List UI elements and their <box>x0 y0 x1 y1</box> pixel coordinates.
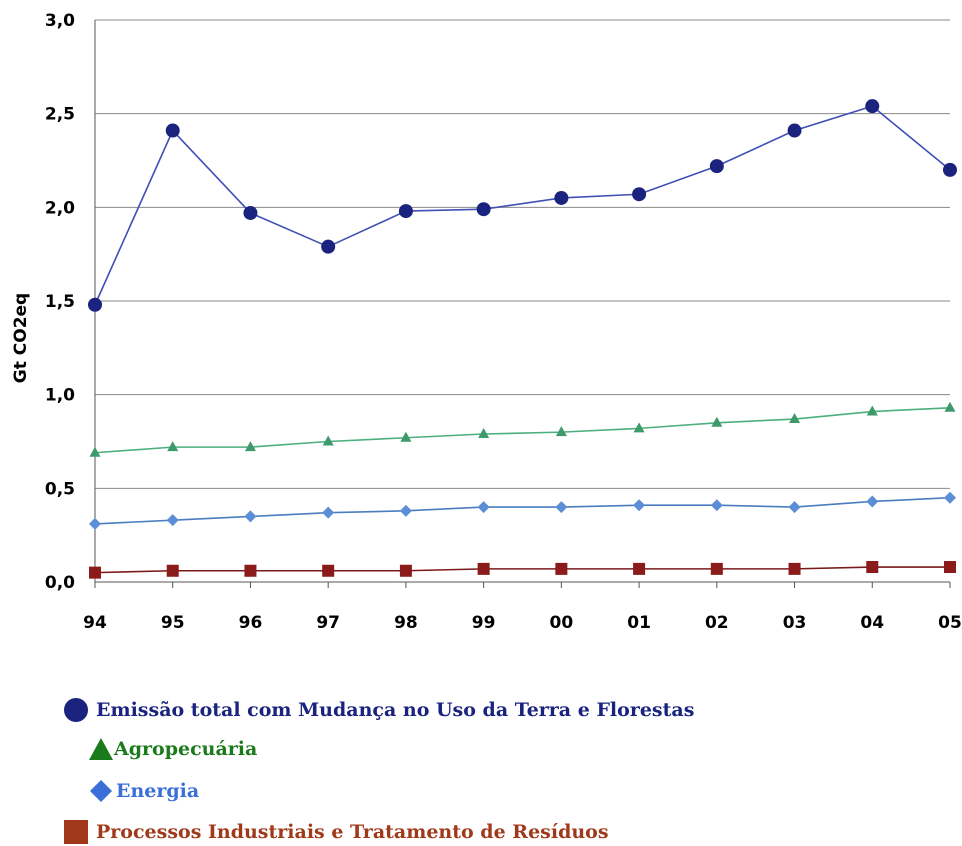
series-line <box>94 496 951 525</box>
y-tick-label: 1,0 <box>45 386 75 406</box>
y-tick-label: 1,5 <box>45 292 75 312</box>
data-point <box>633 422 645 433</box>
data-point <box>244 564 257 577</box>
y-tick-label: 2,5 <box>45 105 75 125</box>
legend-label-agropecuaria: Agropecuária <box>114 738 258 760</box>
series-line <box>94 566 950 574</box>
legend-label-total: Emissão total com Mudança no Uso da Terr… <box>96 699 695 721</box>
data-point <box>788 501 801 514</box>
legend-label-energia: Energia <box>116 780 200 802</box>
x-tick-label: 98 <box>394 613 418 633</box>
legend-marker-circle <box>64 698 88 722</box>
data-point <box>322 506 335 519</box>
y-tick-label: 0,5 <box>45 479 75 499</box>
x-tick-label: 94 <box>83 613 107 633</box>
series-square <box>89 561 956 579</box>
data-point <box>555 562 568 575</box>
x-tick-label: 00 <box>550 613 574 633</box>
data-point <box>166 514 179 527</box>
data-point <box>944 401 956 412</box>
data-point <box>398 204 413 219</box>
legend-marker-square <box>64 820 88 844</box>
data-point <box>244 510 257 523</box>
x-tick-label: 05 <box>938 613 962 633</box>
data-point <box>321 239 336 254</box>
data-point <box>89 446 101 457</box>
data-point <box>322 435 334 446</box>
x-tick-labels: 94 95 96 97 98 99 00 01 02 03 04 05 <box>83 582 962 633</box>
data-point <box>632 187 647 202</box>
data-point <box>88 297 102 312</box>
x-tick-label: 01 <box>627 613 651 633</box>
x-tick-label: 04 <box>860 613 884 633</box>
legend-label-processos: Processos Industriais e Tratamento de Re… <box>96 821 609 843</box>
data-point <box>866 561 879 574</box>
y-axis-label: Gt CO2eq <box>11 293 31 383</box>
data-point <box>89 566 101 579</box>
data-point <box>555 501 568 514</box>
data-point <box>243 205 258 220</box>
data-point <box>866 495 879 508</box>
x-tick-label: 03 <box>783 613 807 633</box>
data-point <box>167 441 179 452</box>
data-point <box>476 202 491 217</box>
data-point <box>943 162 957 177</box>
y-tick-label: 0,0 <box>45 573 75 593</box>
data-point <box>477 501 490 514</box>
data-point <box>400 431 412 442</box>
data-point <box>322 564 335 577</box>
data-point <box>711 416 723 427</box>
legend-item-energia: Energia <box>88 778 199 804</box>
series-line <box>94 406 951 454</box>
y-tick-label: 3,0 <box>45 11 75 31</box>
data-point <box>165 123 180 138</box>
data-point <box>865 99 880 114</box>
legend-item-processos: Processos Industriais e Tratamento de Re… <box>62 818 609 846</box>
data-point <box>633 499 646 512</box>
data-point <box>477 562 490 575</box>
x-tick-label: 02 <box>705 613 729 633</box>
x-tick-label: 95 <box>161 613 185 633</box>
data-point <box>244 441 256 452</box>
data-point <box>944 491 956 504</box>
y-tick-labels: 0,0 0,5 1,0 1,5 2,0 2,5 3,0 <box>45 11 75 593</box>
data-point <box>555 426 567 437</box>
data-point <box>399 504 412 517</box>
data-point <box>710 562 723 575</box>
x-tick-label: 97 <box>316 613 340 633</box>
legend-marker-triangle <box>89 738 113 760</box>
data-point <box>787 123 802 138</box>
data-point <box>554 190 569 205</box>
series-triangle <box>89 401 956 457</box>
gridlines <box>94 19 950 583</box>
data-point <box>399 564 412 577</box>
series-group <box>88 99 957 579</box>
data-point <box>788 562 801 575</box>
data-point <box>710 499 723 512</box>
x-tick-label: 99 <box>472 613 496 633</box>
y-tick-label: 2,0 <box>45 198 75 218</box>
legend-item-agropecuaria: Agropecuária <box>88 736 257 762</box>
legend-marker-diamond <box>90 780 112 802</box>
data-point <box>89 517 101 530</box>
data-point <box>789 413 801 424</box>
legend: Emissão total com Mudança no Uso da Terr… <box>0 688 962 846</box>
data-point <box>478 428 490 439</box>
series-diamond <box>89 491 956 530</box>
series-circle <box>88 99 957 312</box>
data-point <box>166 564 179 577</box>
data-point <box>944 561 956 574</box>
x-tick-label: 96 <box>239 613 263 633</box>
line-chart: 0,0 0,5 1,0 1,5 2,0 2,5 3,0 94 95 96 97 98 99 00 01 02… <box>11 11 962 633</box>
data-point <box>709 159 724 174</box>
series-line <box>94 105 951 306</box>
legend-item-total: Emissão total com Mudança no Uso da Terr… <box>62 696 694 724</box>
data-point <box>633 562 646 575</box>
data-point <box>866 405 878 416</box>
